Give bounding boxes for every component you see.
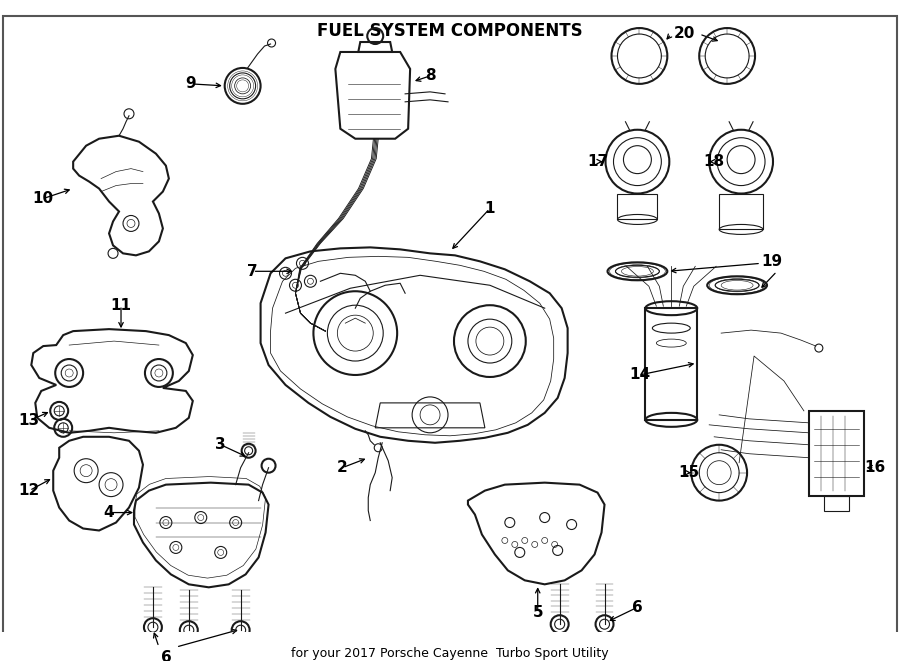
Text: 18: 18 — [704, 154, 725, 169]
Text: 11: 11 — [111, 297, 131, 313]
Text: 2: 2 — [337, 460, 347, 475]
Text: 20: 20 — [673, 26, 695, 41]
Text: 16: 16 — [864, 460, 886, 475]
Text: 7: 7 — [248, 264, 258, 279]
Text: 3: 3 — [215, 438, 226, 452]
Text: 6: 6 — [632, 600, 643, 615]
Text: FUEL SYSTEM COMPONENTS: FUEL SYSTEM COMPONENTS — [317, 22, 583, 40]
Text: 1: 1 — [484, 201, 495, 216]
Text: 12: 12 — [19, 483, 40, 498]
Text: 8: 8 — [425, 68, 436, 83]
Text: 9: 9 — [185, 77, 196, 91]
Text: 10: 10 — [32, 191, 54, 206]
Text: 17: 17 — [587, 154, 608, 169]
Text: 13: 13 — [19, 413, 40, 428]
Text: 4: 4 — [104, 505, 114, 520]
Text: for your 2017 Porsche Cayenne  Turbo Sport Utility: for your 2017 Porsche Cayenne Turbo Spor… — [292, 647, 608, 660]
Text: 5: 5 — [533, 605, 543, 620]
Text: 6: 6 — [160, 650, 171, 661]
Text: 14: 14 — [629, 368, 650, 383]
Text: 19: 19 — [761, 254, 782, 269]
Text: 15: 15 — [679, 465, 700, 480]
